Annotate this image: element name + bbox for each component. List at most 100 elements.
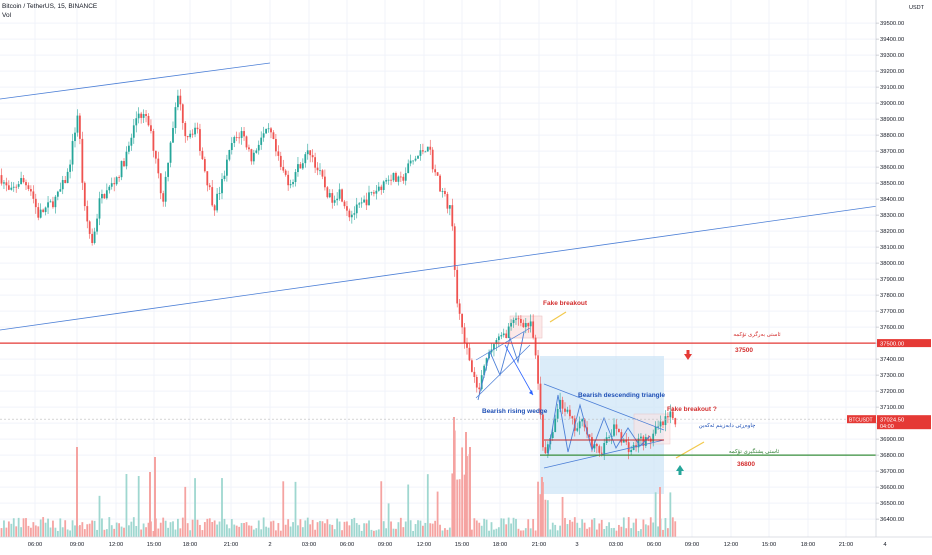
volume-bar <box>453 417 455 537</box>
candle-body <box>502 333 505 336</box>
candle-body <box>571 416 574 419</box>
volume-bar <box>488 530 490 537</box>
candle-body <box>458 303 461 314</box>
volume-bar <box>233 524 236 537</box>
volume-bar <box>373 530 375 537</box>
volume-bar <box>277 523 280 537</box>
candle-body <box>52 201 54 208</box>
time-axis[interactable]: 06:00 09:00 12:00 15:00 18:00 21:00 2 03:00 06:0… <box>0 536 932 550</box>
price-tick-label: 38500.00 <box>880 181 904 187</box>
volume-bar <box>177 518 179 537</box>
candle-body <box>157 158 160 174</box>
candle-body <box>93 231 96 243</box>
candle-body <box>177 95 179 108</box>
volume-bar <box>497 527 500 537</box>
candle-body <box>341 189 343 202</box>
volume-bar <box>559 525 561 537</box>
candle-body <box>54 196 57 208</box>
volume-bar <box>324 523 326 537</box>
candle-body <box>277 151 280 156</box>
candle-body <box>412 160 414 162</box>
candle-body <box>397 176 400 182</box>
volume-bar <box>578 527 581 537</box>
volume-bar <box>561 496 564 537</box>
price-tick-label: 38800.00 <box>880 133 904 139</box>
candle-body <box>159 173 162 194</box>
volume-bar <box>390 521 392 537</box>
candle-body <box>429 146 432 150</box>
candle-body <box>510 322 512 327</box>
candle-body <box>370 192 373 194</box>
volume-bar <box>412 530 414 537</box>
volume-bar <box>5 527 8 537</box>
fake-breakout-label-1: Fake breakout <box>543 300 588 307</box>
candle-body <box>206 171 209 186</box>
volume-bar <box>652 522 655 537</box>
candle-body <box>267 128 270 130</box>
volume-bar <box>524 528 527 537</box>
volume-bar <box>37 526 40 537</box>
volume-bar <box>228 528 231 537</box>
candle-body <box>569 409 571 417</box>
last-price-label: 37024.50 <box>880 417 904 423</box>
volume-bar <box>603 529 606 537</box>
volume-bar <box>128 525 130 537</box>
volume-bar <box>569 519 571 537</box>
candle-body <box>331 193 334 203</box>
candle-body <box>186 136 189 138</box>
volume-bar <box>588 527 591 537</box>
candle-body <box>333 200 336 203</box>
candle-body <box>270 128 272 133</box>
long-trendline <box>0 204 886 331</box>
candle-body <box>260 137 263 145</box>
volume-bar <box>147 522 150 537</box>
volume-bar <box>184 486 187 537</box>
candle-body <box>213 205 216 211</box>
candle-body <box>632 445 635 451</box>
candle-body <box>581 418 584 422</box>
candle-body <box>96 218 98 232</box>
candle-body <box>103 193 106 199</box>
candle-body <box>667 416 669 418</box>
volume-bar <box>674 521 677 537</box>
volume-bar <box>74 525 76 537</box>
volume-bar <box>47 518 49 537</box>
volume-bar <box>110 525 113 537</box>
price-tick-label: 38400.00 <box>880 197 904 203</box>
candle-body <box>338 189 341 199</box>
candle-body <box>64 180 67 184</box>
price-tick-label: 38300.00 <box>880 213 904 219</box>
volume-bar <box>365 523 368 537</box>
price-tick-label: 37700.00 <box>880 309 904 315</box>
volume-bar <box>426 474 429 537</box>
candle-body <box>0 175 3 184</box>
candle-body <box>223 175 226 179</box>
candle-body <box>414 158 417 161</box>
volume-bar <box>434 520 437 537</box>
volume-bar <box>10 523 13 537</box>
candle-body <box>201 150 204 160</box>
candle-body <box>110 183 113 187</box>
time-tick-label: 15:00 <box>455 542 470 548</box>
volume-bar <box>199 524 201 537</box>
candle-body <box>674 418 677 425</box>
price-tick-label: 37300.00 <box>880 373 904 379</box>
volume-bar <box>571 521 574 537</box>
volume-bar <box>556 530 559 537</box>
price-axis[interactable]: USDT 39500.00 39400.00 39300.00 39200.00 3910… <box>847 0 932 550</box>
price-tick-label: 38000.00 <box>880 261 904 267</box>
candle-body <box>468 347 471 361</box>
candle-body <box>61 180 64 190</box>
candle-body <box>272 132 275 139</box>
candle-body <box>662 421 664 426</box>
candle-body <box>439 175 441 192</box>
candle-body <box>358 203 361 205</box>
volume-bar <box>404 521 407 537</box>
time-tick-label: 18:00 <box>801 542 816 548</box>
volume-bar <box>493 529 495 537</box>
volume-bar <box>448 527 451 537</box>
volume-bar <box>512 517 515 537</box>
candle-body <box>91 233 94 243</box>
